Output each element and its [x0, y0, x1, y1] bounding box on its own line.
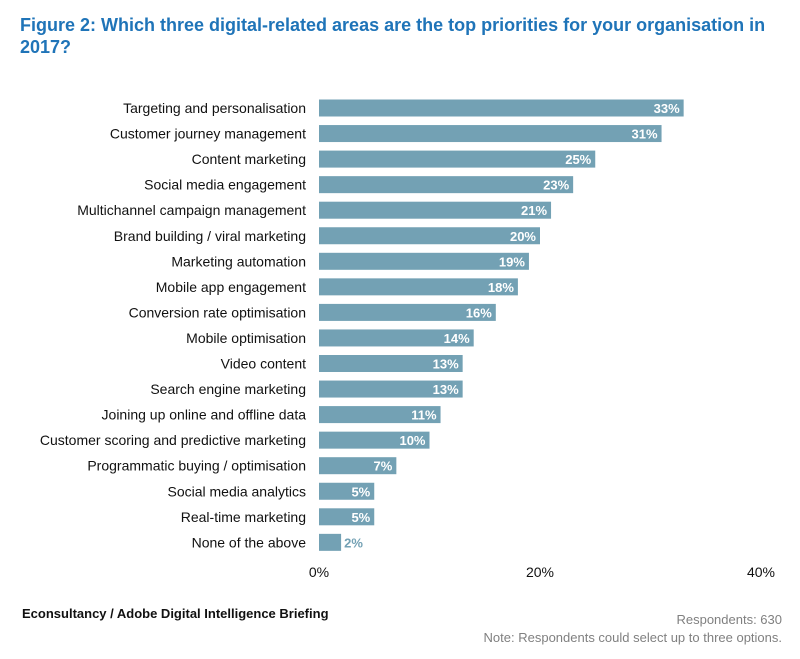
category-label: Search engine marketing: [150, 381, 306, 397]
data-label: 2%: [344, 535, 363, 550]
category-label: Social media engagement: [144, 177, 306, 193]
category-label: Marketing automation: [171, 253, 306, 269]
category-label: Conversion rate optimisation: [129, 304, 306, 320]
bar: [319, 431, 430, 449]
bar: [319, 303, 496, 321]
bar: [319, 329, 474, 347]
category-label: None of the above: [192, 534, 307, 550]
data-label: 13%: [433, 357, 459, 372]
category-label: Video content: [221, 356, 306, 372]
category-label: Brand building / viral marketing: [114, 228, 306, 244]
bar: [319, 150, 596, 168]
x-tick-label: 20%: [526, 564, 554, 580]
bar: [319, 482, 375, 500]
category-label: Mobile optimisation: [186, 330, 306, 346]
data-label: 23%: [543, 178, 569, 193]
category-label: Real-time marketing: [181, 509, 306, 525]
data-label: 14%: [444, 331, 470, 346]
data-label: 31%: [632, 127, 658, 142]
category-label: Multichannel campaign management: [77, 202, 306, 218]
data-label: 16%: [466, 305, 492, 320]
bar: [319, 99, 684, 117]
bar: [319, 227, 540, 245]
bar: [319, 278, 518, 296]
data-label: 5%: [351, 484, 370, 499]
data-label: 25%: [565, 152, 591, 167]
data-label: 11%: [411, 408, 437, 423]
bar: [319, 252, 529, 270]
bar: [319, 406, 441, 424]
bar: [319, 533, 342, 551]
note-label: Note: Respondents could select up to thr…: [483, 630, 782, 645]
data-label: 10%: [399, 433, 425, 448]
bar: [319, 176, 574, 194]
data-label: 18%: [488, 280, 514, 295]
category-label: Content marketing: [192, 151, 306, 167]
x-tick-label: 0%: [309, 564, 329, 580]
respondents-label: Respondents: 630: [676, 612, 782, 627]
category-label: Social media analytics: [167, 483, 306, 499]
data-label: 33%: [654, 101, 680, 116]
data-label: 5%: [351, 510, 370, 525]
category-label: Joining up online and offline data: [102, 407, 307, 423]
bar: [319, 457, 397, 475]
data-label: 7%: [374, 459, 393, 474]
category-label: Mobile app engagement: [156, 279, 306, 295]
data-label: 21%: [521, 203, 547, 218]
data-label: 20%: [510, 229, 536, 244]
bar: [319, 508, 375, 526]
data-label: 19%: [499, 254, 525, 269]
category-label: Customer scoring and predictive marketin…: [40, 432, 306, 448]
bar: [319, 355, 463, 372]
x-tick-label: 40%: [747, 564, 775, 580]
category-label: Customer journey management: [110, 126, 306, 142]
source-label: Econsultancy / Adobe Digital Intelligenc…: [22, 606, 329, 621]
chart-title: Figure 2: Which three digital-related ar…: [20, 15, 766, 57]
bar: [319, 125, 662, 143]
data-label: 13%: [433, 382, 459, 397]
bar: [319, 201, 552, 219]
category-label: Programmatic buying / optimisation: [87, 458, 306, 474]
bar: [319, 380, 463, 398]
category-label: Targeting and personalisation: [123, 100, 306, 116]
